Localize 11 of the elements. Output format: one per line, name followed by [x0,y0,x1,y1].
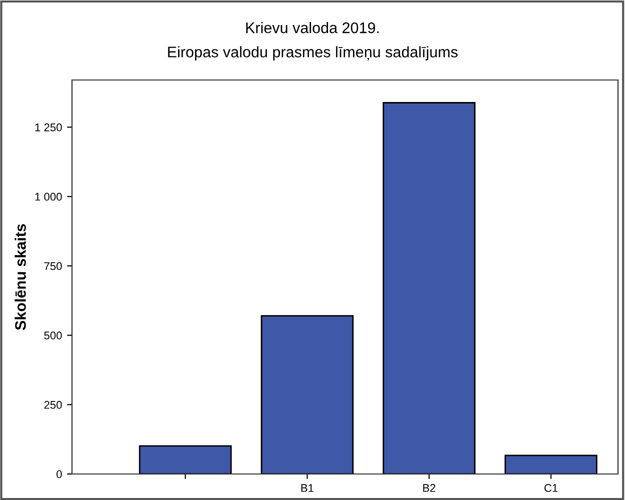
y-tick-label: 250 [44,400,62,409]
y-tick-label: 750 [44,262,62,270]
x-tick-label: B1 [301,484,314,492]
x-tick-label: C1 [544,484,558,492]
chart-title: Krievu valoda 2019. Eiropas valodu prasmes līmeņu sadalījums [168,22,458,61]
x-tick-label: B2 [423,484,436,492]
y-tick-label: 1 000 [35,192,62,201]
y-axis-title: Skolēnu skaits [14,224,26,330]
y-tick-label: 1 250 [35,123,62,132]
y-tick-label: 500 [44,332,62,340]
y-tick-label: 0 [56,470,62,478]
